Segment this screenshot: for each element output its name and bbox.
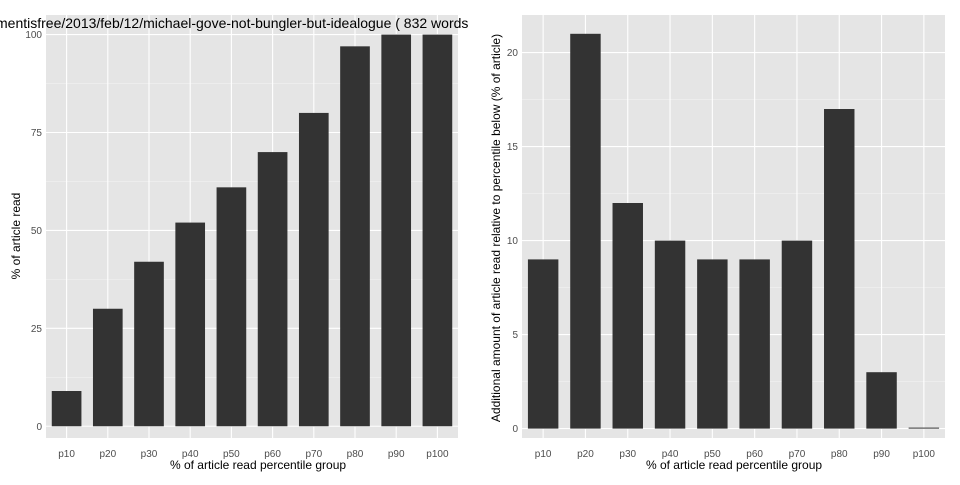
- left-x-tick-label: p20: [99, 449, 116, 460]
- left-x-tick-label: p70: [305, 449, 322, 460]
- right-bar-p20: [570, 33, 601, 429]
- left-y-tick-label: 75: [31, 128, 43, 139]
- left-y-tick-label: 50: [31, 226, 43, 237]
- left-x-tick-label: p100: [426, 449, 449, 460]
- left-x-tick-label: p80: [347, 449, 364, 460]
- right-plot-area: 0 5 10 15 20 p10 p20 p30 p40 p50 p60 p70 p80 p90 p100: [507, 15, 945, 460]
- right-x-axis-title: % of article read percentile group: [646, 458, 822, 472]
- right-y-tick-label: 0: [512, 424, 518, 435]
- left-y-axis-title: % of article read: [9, 193, 23, 280]
- left-x-axis-title: % of article read percentile group: [170, 458, 346, 472]
- left-bar-p30: [134, 261, 164, 427]
- left-y-tick-label: 100: [25, 30, 42, 41]
- right-bar-p10: [527, 259, 559, 429]
- right-bar-p60: [739, 259, 770, 429]
- left-bar-p20: [92, 308, 123, 427]
- right-bar-p30: [612, 203, 643, 429]
- right-bar-p40: [654, 240, 686, 429]
- left-x-tick-label: p50: [223, 449, 240, 460]
- left-bar-p90: [381, 34, 412, 427]
- left-x-tick-label: p30: [141, 449, 158, 460]
- left-x-tick-label: p60: [264, 449, 281, 460]
- left-bar-p70: [298, 112, 329, 427]
- left-x-tick-label: p10: [58, 449, 75, 460]
- right-x-tick-label: p30: [619, 449, 636, 460]
- right-x-tick-label: p70: [789, 449, 806, 460]
- right-x-tick-label: p80: [831, 449, 848, 460]
- right-x-tick-label: p100: [913, 449, 936, 460]
- right-bar-p70: [781, 240, 813, 429]
- left-y-tick-label: 0: [36, 422, 42, 433]
- right-bar-p100: [908, 427, 940, 429]
- right-x-tick-label: p10: [535, 449, 552, 460]
- left-x-tick-label: p90: [388, 449, 405, 460]
- left-plot-area: 0 25 50 75 100 p10 p20 p30 p40 p50 p60 p70 p80 p90 p10…: [25, 15, 458, 460]
- right-x-tick-label: p90: [873, 449, 890, 460]
- right-y-axis-title: Additional amount of article read relati…: [489, 34, 503, 422]
- left-bar-p60: [257, 152, 288, 427]
- right-x-tick-label: p20: [577, 449, 594, 460]
- left-y-tick-label: 25: [31, 324, 43, 335]
- right-y-tick-label: 15: [507, 142, 519, 153]
- left-chart: 0 25 50 75 100 p10 p20 p30 p40 p50 p60 p70 p80 p90 p10…: [0, 15, 468, 472]
- left-bar-p50: [216, 187, 247, 427]
- right-x-tick-label: p60: [746, 449, 763, 460]
- left-bar-p100: [422, 34, 453, 427]
- right-bar-p50: [697, 259, 728, 429]
- left-chart-title: mentisfree/2013/feb/12/michael-gove-not-…: [0, 15, 468, 31]
- right-y-tick-label: 20: [507, 48, 519, 59]
- right-x-tick-label: p40: [662, 449, 679, 460]
- right-y-tick-label: 10: [507, 236, 519, 247]
- left-bar-p10: [51, 391, 82, 427]
- left-bar-p80: [340, 46, 370, 427]
- right-x-tick-label: p50: [704, 449, 721, 460]
- left-x-tick-label: p40: [182, 449, 199, 460]
- right-bar-p90: [866, 372, 897, 429]
- left-bar-p40: [175, 222, 206, 427]
- right-bar-p80: [824, 109, 855, 429]
- right-y-tick-label: 5: [512, 330, 518, 341]
